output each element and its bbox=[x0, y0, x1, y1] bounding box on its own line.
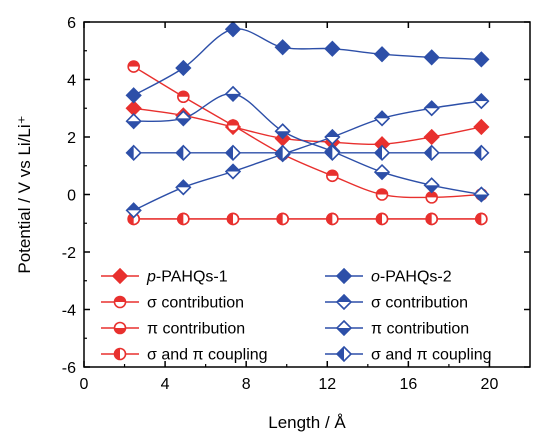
data-point-5-6 bbox=[423, 100, 440, 117]
data-point-1-5 bbox=[375, 188, 389, 201]
legend-marker bbox=[111, 267, 129, 285]
data-point-4-7 bbox=[473, 51, 490, 68]
data-point-4-2 bbox=[224, 21, 242, 38]
data-point-6-2 bbox=[224, 85, 242, 103]
data-point-4-0 bbox=[125, 87, 142, 104]
series-4 bbox=[125, 21, 490, 104]
x-tick-label: 12 bbox=[318, 376, 336, 393]
data-point-5-1 bbox=[175, 179, 192, 196]
data-point-7-3 bbox=[274, 144, 291, 161]
data-point-4-3 bbox=[274, 39, 291, 56]
x-tick-label: 16 bbox=[399, 376, 417, 393]
legend-item-2: π contribution bbox=[101, 321, 245, 338]
data-point-7-7 bbox=[473, 144, 490, 161]
x-tick-label: 20 bbox=[481, 376, 499, 393]
y-tick-label: -6 bbox=[62, 360, 76, 377]
legend-marker bbox=[335, 293, 353, 311]
data-point-4-4 bbox=[324, 40, 341, 57]
data-point-3-2 bbox=[226, 212, 240, 226]
data-point-6-5 bbox=[373, 163, 391, 181]
legend-label: σ and π coupling bbox=[371, 347, 492, 364]
data-point-5-5 bbox=[373, 110, 391, 127]
series-6 bbox=[125, 85, 490, 203]
legend-marker bbox=[335, 345, 353, 363]
legend-item-5: σ contribution bbox=[325, 293, 468, 312]
y-tick-label: 2 bbox=[67, 130, 76, 147]
series-7 bbox=[125, 144, 490, 161]
y-tick-label: 0 bbox=[67, 188, 76, 205]
legend-item-0: p-PAHQs-1 bbox=[101, 267, 228, 286]
data-point-1-1 bbox=[177, 90, 190, 104]
x-tick-label: 4 bbox=[161, 376, 170, 393]
data-point-1-4 bbox=[326, 169, 339, 183]
plot-frame bbox=[83, 21, 531, 368]
data-point-0-6 bbox=[423, 128, 440, 146]
data-point-4-1 bbox=[175, 59, 192, 77]
y-axis-title: Potential / V vs Li/Li⁺ bbox=[15, 115, 34, 273]
data-point-5-2 bbox=[224, 163, 242, 180]
data-point-7-4 bbox=[324, 144, 341, 161]
data-point-6-0 bbox=[125, 113, 142, 130]
legend-marker bbox=[113, 295, 127, 309]
data-point-3-4 bbox=[326, 212, 339, 226]
data-point-0-7 bbox=[473, 118, 490, 136]
data-point-7-5 bbox=[373, 144, 391, 161]
axes: 0 4 8 12 16 20 -6 -4 -2 0 2 4 6 Length / Å Potential /… bbox=[15, 15, 531, 432]
legend-label: o-PAHQs-2 bbox=[371, 269, 452, 286]
data-point-6-1 bbox=[175, 110, 192, 127]
data-point-3-7 bbox=[475, 212, 488, 226]
legend-marker bbox=[113, 347, 127, 361]
y-tick-label: 6 bbox=[67, 15, 76, 32]
legend-label-prefix: o bbox=[371, 269, 380, 286]
legend-label-prefix: p bbox=[146, 269, 156, 286]
data-point-5-7 bbox=[473, 92, 490, 110]
legend-label: σ and π coupling bbox=[147, 347, 268, 364]
data-point-6-7 bbox=[473, 186, 490, 203]
data-point-1-0 bbox=[127, 60, 140, 73]
data-point-1-2 bbox=[226, 119, 240, 132]
legend-label-suffix: -PAHQs-1 bbox=[156, 269, 228, 286]
data-point-6-6 bbox=[423, 177, 440, 194]
y-tick-label: -2 bbox=[62, 245, 76, 262]
y-tick-label: 4 bbox=[67, 73, 76, 90]
legend-label: π contribution bbox=[147, 321, 245, 338]
legend-label: σ contribution bbox=[147, 295, 244, 312]
x-tick-label: 8 bbox=[242, 376, 251, 393]
data-point-3-6 bbox=[425, 212, 438, 226]
legend-label: σ contribution bbox=[371, 295, 468, 312]
legend-item-3: σ and π coupling bbox=[101, 347, 268, 364]
legend-item-7: σ and π coupling bbox=[325, 345, 492, 364]
legend-label: π contribution bbox=[371, 321, 469, 338]
legend-item-1: σ contribution bbox=[101, 295, 244, 312]
legend-label: p-PAHQs-1 bbox=[146, 269, 228, 286]
legend-item-6: π contribution bbox=[325, 319, 469, 338]
data-point-3-5 bbox=[375, 212, 389, 226]
data-point-3-1 bbox=[177, 212, 190, 226]
legend-label-suffix: -PAHQs-2 bbox=[380, 269, 452, 286]
data-point-6-3 bbox=[274, 123, 291, 140]
data-point-4-5 bbox=[373, 46, 391, 63]
data-point-7-1 bbox=[175, 144, 192, 161]
data-point-7-2 bbox=[224, 144, 242, 161]
legend-marker bbox=[335, 267, 353, 285]
x-axis-title: Length / Å bbox=[268, 413, 346, 432]
data-point-7-0 bbox=[125, 144, 142, 161]
legend-marker bbox=[335, 319, 353, 337]
y-tick-label: -4 bbox=[62, 303, 76, 320]
data-point-0-0 bbox=[125, 100, 142, 117]
data-point-5-0 bbox=[125, 202, 142, 219]
legend-marker bbox=[113, 321, 127, 335]
series-3 bbox=[127, 212, 488, 226]
data-point-4-6 bbox=[423, 49, 440, 66]
legend: p-PAHQs-1 σ contribution π contribution σ a… bbox=[101, 267, 492, 364]
legend-item-4: o-PAHQs-2 bbox=[325, 267, 452, 286]
data-point-3-3 bbox=[276, 212, 289, 226]
data-point-7-6 bbox=[423, 144, 440, 161]
series-layer bbox=[125, 21, 490, 226]
x-tick-label: 0 bbox=[80, 376, 89, 393]
